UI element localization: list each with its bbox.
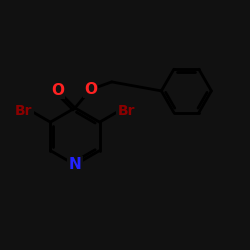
Text: Br: Br: [15, 104, 33, 118]
Text: Br: Br: [117, 104, 135, 118]
Text: O: O: [51, 83, 64, 98]
Text: O: O: [84, 82, 97, 97]
Text: N: N: [68, 157, 82, 172]
